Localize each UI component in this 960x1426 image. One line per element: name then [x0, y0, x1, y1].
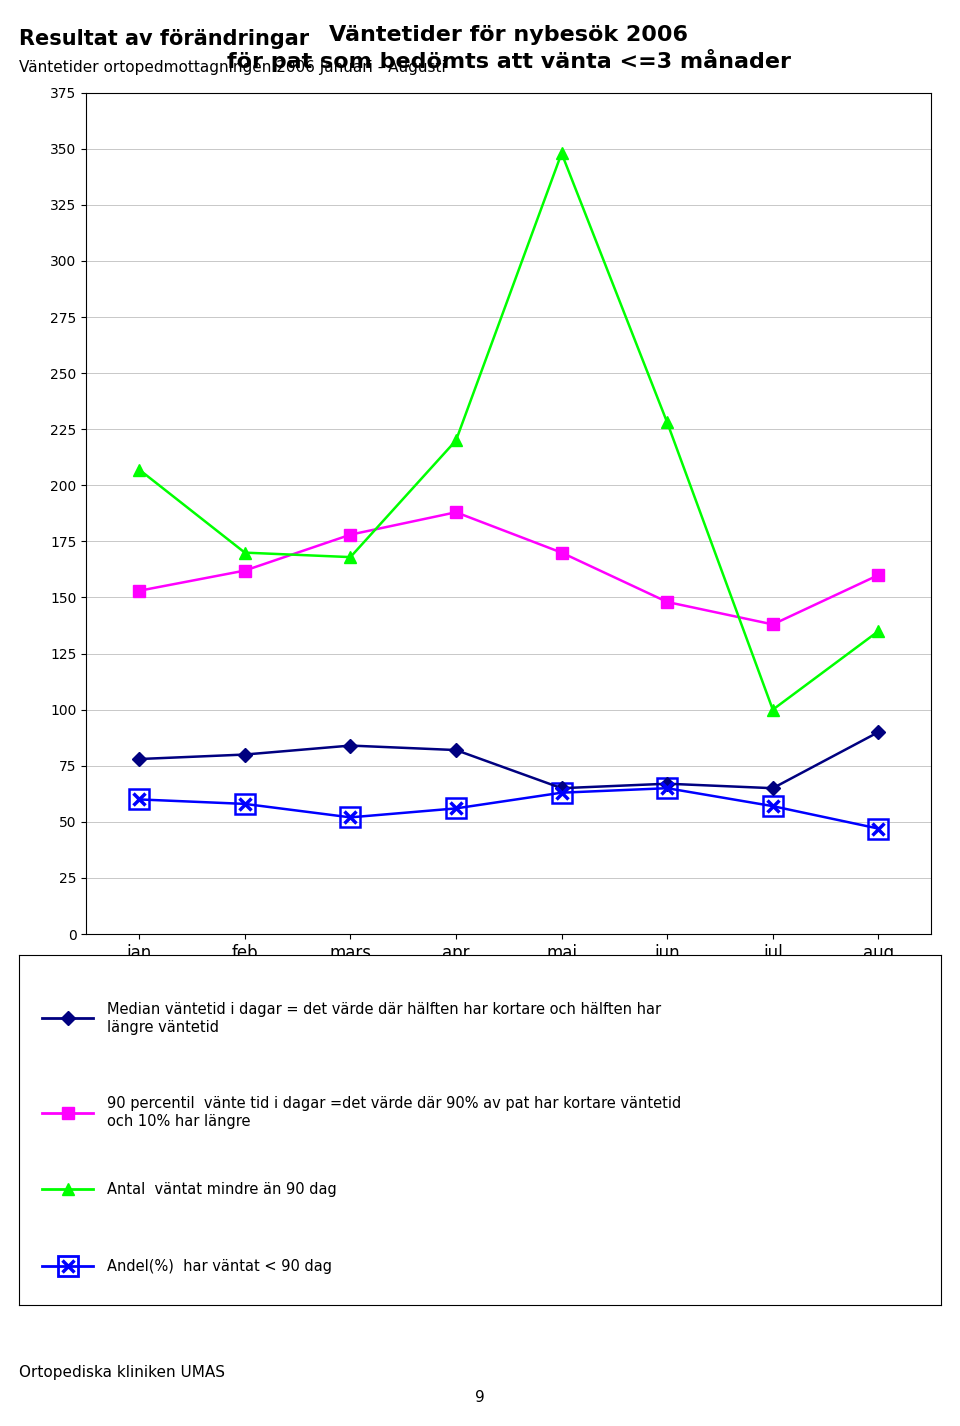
Title: Väntetider för nybesök 2006
för pat som bedömts att vänta <=3 månader: Väntetider för nybesök 2006 för pat som … — [227, 24, 791, 71]
Text: Median väntetid i dagar = det värde där hälften har kortare och hälften har
läng: Median väntetid i dagar = det värde där … — [107, 1002, 660, 1034]
Text: Andel(%)  har väntat < 90 dag: Andel(%) har väntat < 90 dag — [107, 1259, 332, 1273]
Text: 90 percentil  vänte tid i dagar =det värde där 90% av pat har kortare väntetid
o: 90 percentil vänte tid i dagar =det värd… — [107, 1097, 681, 1129]
Text: Väntetider ortopedmottagningen 2006 Januari - Augusti: Väntetider ortopedmottagningen 2006 Janu… — [19, 60, 446, 76]
Text: Ortopediska kliniken UMAS: Ortopediska kliniken UMAS — [19, 1365, 226, 1380]
Text: Resultat av förändringar: Resultat av förändringar — [19, 29, 309, 48]
Text: Antal  väntat mindre än 90 dag: Antal väntat mindre än 90 dag — [107, 1182, 337, 1196]
Text: 9: 9 — [475, 1389, 485, 1405]
